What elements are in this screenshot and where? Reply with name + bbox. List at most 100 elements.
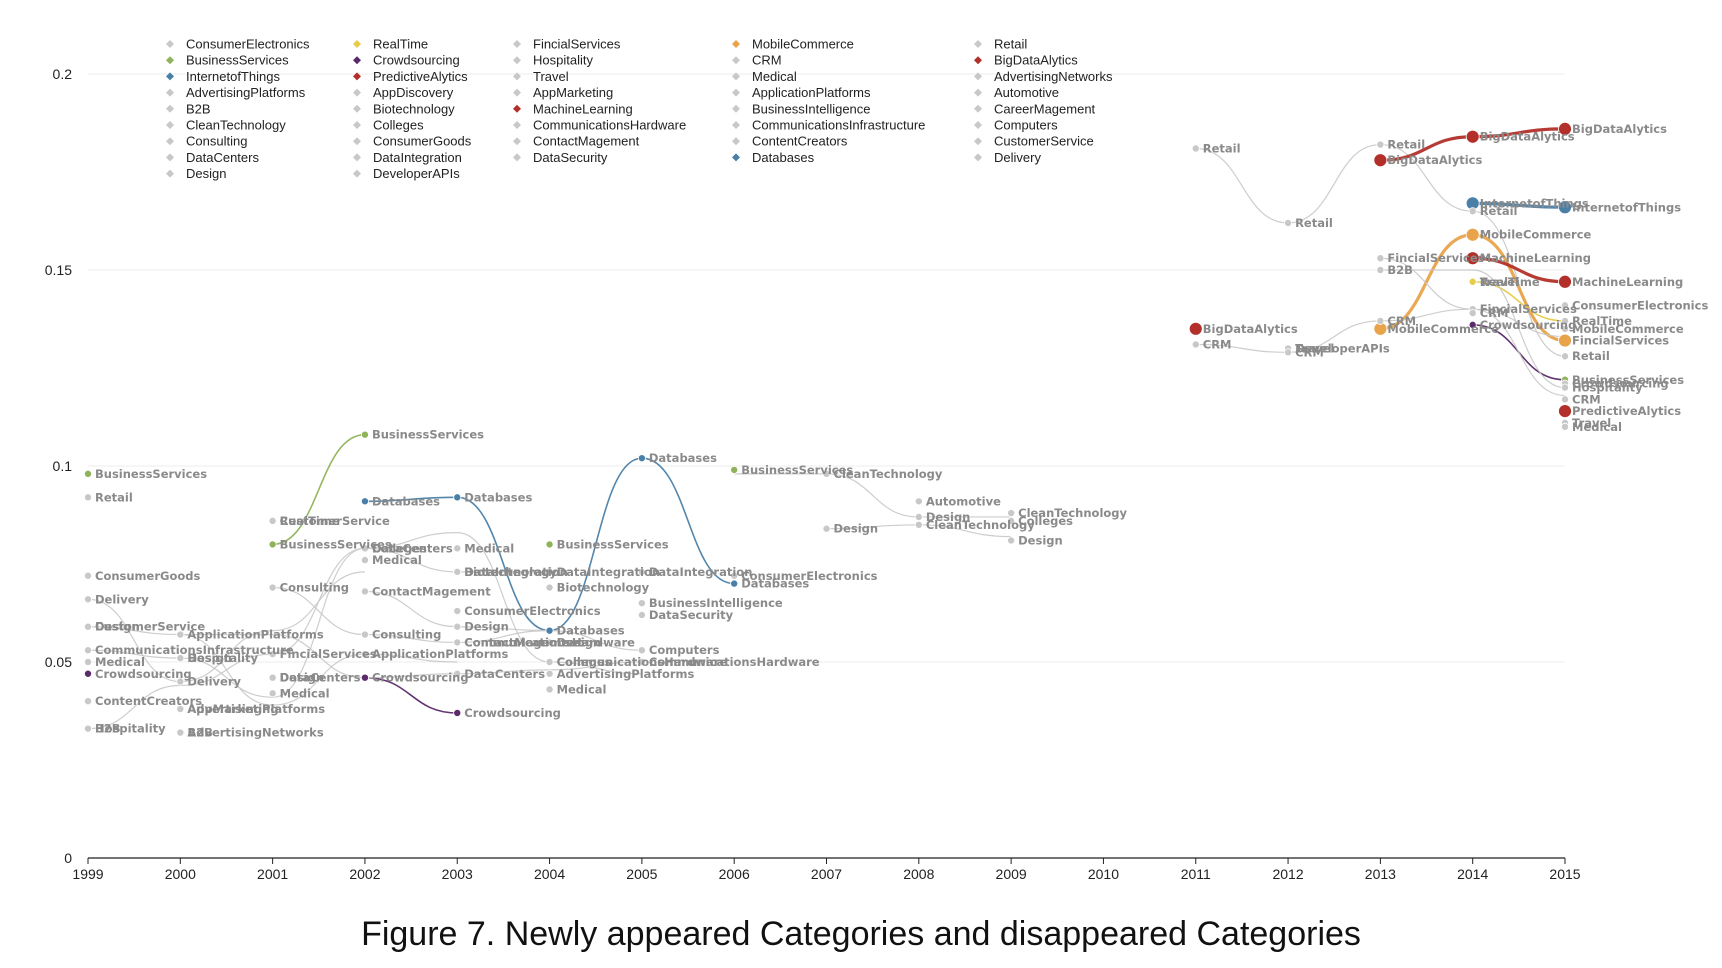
series-line-machinelearning-4 (1472, 256, 1566, 284)
series-line-internetofthings-2 (1472, 201, 1566, 209)
legend-marker-datasecurity (513, 153, 521, 162)
point-retail-2012-76 (1284, 218, 1293, 227)
point-label-machinelearning-2015-98: MachineLearning (1572, 275, 1683, 289)
point-label-bigdataalytics-2015-96: BigDataAlytics (1572, 122, 1667, 136)
point-label-automotive-2008-67: Automotive (926, 494, 1001, 508)
y-tick-label-0: 0 (64, 850, 72, 866)
point-label-realtime-2015-100: RealTime (1572, 314, 1632, 328)
point-databases-2006-64 (730, 579, 739, 588)
point-label-businessservices-2015-104: BusinessServices (1572, 373, 1684, 387)
point-crm-2015-107 (1561, 395, 1570, 404)
point-label-dataintegration-2005-57: DataIntegration (649, 565, 753, 579)
point-label-retail-2014-88: Retail (1480, 204, 1518, 218)
point-retail-2013-80 (1376, 140, 1385, 149)
y-tick-label-4: 0.2 (53, 66, 73, 82)
point-design-2007-66 (822, 524, 831, 533)
series-line-consulting-15 (272, 586, 550, 644)
legend-marker-hospitality (513, 56, 521, 65)
point-label-businessservices-1999-0: BusinessServices (95, 467, 207, 481)
legend-marker-communicationshardware (513, 121, 521, 129)
point-businessservices-2001-22 (268, 540, 277, 549)
point-design-2001-26 (268, 673, 277, 682)
point-consumergoods-1999-2 (84, 571, 93, 580)
legend-marker-machinelearning (513, 104, 521, 113)
legend-marker-medical (732, 72, 740, 81)
point-label-datacenters-2001-25: DataCenters (280, 671, 361, 685)
point-bigdataalytics-2013-81 (1373, 153, 1388, 168)
point-label-realtime-2001-20: RealTime (280, 514, 340, 528)
point-label-design-2001-26: Design (280, 671, 325, 685)
series-line-contactmagement-17 (364, 590, 642, 651)
point-cleantechnology-2008-69 (914, 520, 923, 529)
point-label-biotechnology-2004-49: Biotechnology (557, 581, 650, 595)
point-label-dataintegration-2004-48: DataIntegration (557, 565, 661, 579)
legend-marker-mobilecommerce (732, 40, 740, 48)
x-tick-label-2004: 2004 (534, 866, 565, 882)
gridlines (88, 73, 1565, 663)
legend-label-realtime: RealTime (373, 37, 428, 52)
point-communicationsinfrastructure-1999-6 (84, 646, 93, 655)
legend-marker-consumergoods (353, 137, 361, 146)
legend-label-predictivealytics: PredictiveAlytics (373, 69, 468, 84)
point-realtime-2014-92 (1468, 277, 1477, 286)
point-label-medical-2002-32: Medical (372, 553, 422, 567)
x-tick-label-2005: 2005 (626, 866, 657, 882)
point-predictivealytics-2015-108 (1558, 404, 1572, 419)
point-businessservices-1999-0 (84, 469, 93, 478)
point-label-hospitality-2015-106: Hospitality (1572, 381, 1643, 395)
point-mobilecommerce-2014-89 (1465, 227, 1480, 242)
legend-marker-crowdsourcing (353, 56, 361, 65)
point-label-medical-2001-27: Medical (280, 686, 330, 700)
legend-marker-b2b (166, 104, 174, 113)
point-cleantechnology-2007-65 (822, 469, 831, 478)
point-design-2003-42 (453, 622, 462, 631)
legend-marker-businessservices (166, 56, 174, 65)
y-tick-label-1: 0.05 (45, 654, 72, 670)
legend-label-businessservices: BusinessServices (186, 53, 289, 68)
point-biotechnology-2003-40 (453, 567, 462, 576)
x-tick-label-2009: 2009 (996, 866, 1027, 882)
point-businessservices-2004-47 (545, 540, 554, 549)
point-appmarketing-2000-17 (176, 705, 185, 714)
point-label-crm-2014-94: CRM (1480, 306, 1509, 320)
point-label-mobilecommerce-2013-84: MobileCommerce (1387, 322, 1499, 336)
point-label-fincialservices-2013-82: FincialServices (1387, 251, 1484, 265)
point-label-databases-2003-37: Databases (464, 490, 532, 504)
x-tick-label-1999: 1999 (72, 866, 103, 882)
point-crowdsourcing-2003-46 (453, 708, 462, 717)
x-tick-label-2014: 2014 (1457, 866, 1488, 882)
point-label-hospitality-2000-13: Hospitality (187, 651, 258, 665)
point-label-machinelearning-2014-90: MachineLearning (1480, 251, 1591, 265)
point-applicationplatforms-2002-35 (360, 650, 369, 659)
x-tick-label-2007: 2007 (811, 866, 842, 882)
point-label-design-1999-5: Design (95, 620, 140, 634)
point-label-travel-2012-77: Travel (1295, 341, 1334, 355)
point-label-databases-2004-50: Databases (557, 624, 625, 638)
legend-marker-fincialservices (513, 40, 521, 48)
point-label-consumerelectronics-2003-41: ConsumerElectronics (464, 604, 600, 618)
legend-label-b2b: B2B (186, 101, 211, 116)
point-realtime-2015-100 (1561, 316, 1570, 325)
legend-label-appdiscovery: AppDiscovery (373, 85, 454, 100)
point-label-datacenters-2003-45: DataCenters (464, 667, 545, 681)
point-label-crm-2015-107: CRM (1572, 392, 1601, 406)
point-label-medical-1999-7: Medical (95, 655, 145, 669)
point-label-mobilecommerce-2015-101: MobileCommerce (1572, 322, 1684, 336)
point-label-businessservices-2002-28: BusinessServices (372, 428, 484, 442)
point-label-b2b-1999-11: B2B (95, 722, 121, 736)
legend-label-cleantechnology: CleanTechnology (186, 118, 286, 133)
point-label-retail-1999-1: Retail (95, 490, 133, 504)
point-label-mobilecommerce-2014-89: MobileCommerce (1480, 228, 1592, 242)
point-label-consulting-2001-23: Consulting (280, 581, 349, 595)
point-crm-2014-94 (1468, 309, 1477, 318)
point-contactmagement-2002-33 (360, 587, 369, 596)
point-label-datacenters-2002-30: DataCenters (372, 541, 453, 555)
point-label-customerservice-1999-4: CustomerService (95, 620, 205, 634)
legend-label-design: Design (186, 166, 226, 181)
point-label-communicationshardware-2003-44: CommunicationsHardware (464, 635, 635, 649)
legend-label-advertisingplatforms: AdvertisingPlatforms (186, 85, 306, 100)
point-label-businessservices-2001-22: BusinessServices (280, 537, 392, 551)
timeline-chart: 0 0.05 0.1 0.15 0.2 1999 2000 2001 2002 2003 2004 2… (45, 37, 1709, 883)
legend-label-consulting: Consulting (186, 134, 247, 149)
x-tick-label-2003: 2003 (442, 866, 473, 882)
